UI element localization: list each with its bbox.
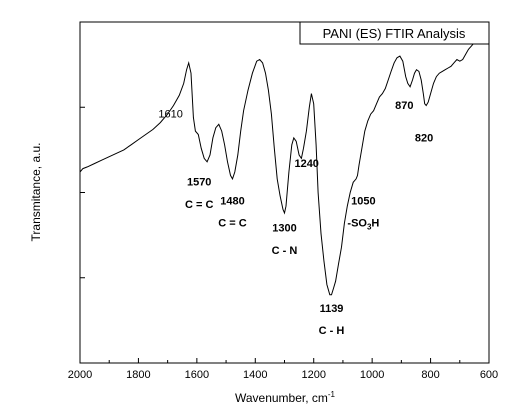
peak-label: 1300 bbox=[272, 223, 296, 235]
peak-label: 1139 bbox=[320, 303, 344, 315]
peak-label: 1570 bbox=[187, 177, 211, 189]
x-tick-label: 2000 bbox=[68, 369, 92, 381]
peak-label: 1050 bbox=[351, 195, 375, 207]
chart-title: PANI (ES) FTIR Analysis bbox=[323, 26, 466, 41]
peak-label: 820 bbox=[415, 132, 433, 144]
peak-label: C - N bbox=[272, 245, 298, 257]
x-axis-ticks: 2000 1800 1600 1400 1200 1000 800 600 bbox=[68, 358, 498, 381]
peak-label: 1480 bbox=[220, 195, 244, 207]
x-tick-label: 800 bbox=[421, 369, 439, 381]
y-axis-label: Transmitance, a.u. bbox=[29, 143, 43, 242]
x-tick-label: 1200 bbox=[301, 369, 325, 381]
plot-frame bbox=[79, 21, 490, 364]
x-tick-label: 1400 bbox=[243, 369, 267, 381]
x-tick-label: 1800 bbox=[126, 369, 150, 381]
peak-label: 870 bbox=[395, 100, 413, 112]
peak-label: -SO3H bbox=[347, 218, 379, 232]
x-tick-label: 600 bbox=[480, 369, 498, 381]
x-axis-label-superscript: -1 bbox=[328, 390, 336, 399]
peak-label: C = C bbox=[218, 218, 246, 230]
x-axis-label-text: Wavenumber, cm bbox=[235, 391, 328, 405]
x-tick-label: 1600 bbox=[185, 369, 209, 381]
spectrum-line bbox=[79, 28, 490, 296]
peak-label: 1240 bbox=[294, 158, 318, 170]
x-tick-label: 1000 bbox=[360, 369, 384, 381]
y-axis-ticks bbox=[80, 21, 85, 364]
peak-label: 1610 bbox=[158, 109, 182, 121]
peak-label: C - H bbox=[319, 325, 345, 337]
peak-label: C = C bbox=[185, 199, 213, 211]
peak-annotations: 1610 1570 C = C 1480 C = C 1300 C - N 1240 1139 C… bbox=[158, 100, 433, 337]
x-axis-label: Wavenumber, cm-1 bbox=[235, 390, 336, 405]
title-box bbox=[299, 21, 490, 45]
